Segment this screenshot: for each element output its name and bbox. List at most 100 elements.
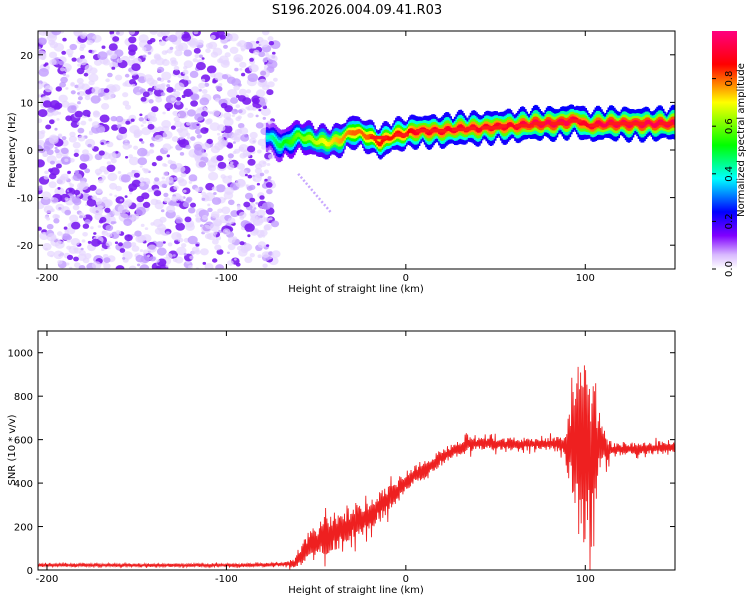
noise-blob [259,39,269,48]
noise-blob [162,111,166,115]
track-segment [366,134,369,140]
track-segment [509,122,513,127]
noise-blob [249,137,257,144]
noise-blob [173,116,180,123]
track-segment [280,143,283,148]
track-segment [336,137,339,143]
noise-blob [190,100,199,107]
x-tick-label: 100 [576,574,595,585]
noise-blob [213,231,218,235]
noise-blob [63,176,69,181]
track-segment [484,123,487,128]
noise-blob [51,31,62,36]
track-segment [563,120,566,125]
track-segment [311,138,315,143]
noise-blob [66,235,72,241]
noise-blob [140,255,150,263]
noise-blob [54,187,65,196]
noise-blob [246,89,252,94]
track-segment [441,130,444,136]
noise-blob [79,55,85,60]
noise-blob [270,220,280,228]
spectrogram-plot-area [38,31,675,269]
noise-blob [60,67,65,72]
x-tick-label: -200 [36,273,59,284]
noise-blob [183,189,187,193]
noise-blob [100,142,105,145]
noise-blob [103,170,109,175]
noise-blob [217,161,227,169]
track-segment [458,124,461,130]
noise-blob [204,263,214,269]
noise-blob [169,146,173,149]
noise-blob [187,109,196,117]
noise-blob [255,163,263,170]
noise-blob [192,154,197,158]
noise-blob [122,257,126,260]
noise-blob [230,97,239,104]
noise-blob [201,215,208,220]
track-segment [653,123,656,128]
track-segment [504,125,507,131]
x-tick-label: -200 [36,574,59,585]
noise-blob [115,265,125,269]
noise-blob [38,68,49,77]
noise-blob [97,240,102,245]
noise-blob [66,254,74,260]
track-segment [459,124,463,130]
noise-blob [38,46,41,50]
noise-blob [268,217,273,221]
noise-blob [165,253,173,259]
y-tick-label: 200 [14,523,33,534]
noise-blob [147,51,152,55]
noise-blob [163,197,171,204]
noise-blob [91,238,101,247]
noise-blob [133,145,139,150]
noise-blob [70,120,80,128]
noise-blob [61,100,70,108]
noise-blob [266,188,273,195]
track-segment [324,140,328,146]
noise-blob [256,209,266,217]
noise-blob [261,145,267,150]
noise-blob [48,181,57,189]
track-segment [521,120,524,126]
noise-blob [122,241,132,249]
noise-blob [267,60,278,69]
noise-blob [80,120,87,126]
noise-blob [228,175,233,179]
noise-blob [262,116,266,120]
noise-blob [115,151,119,154]
noise-blob [38,226,42,231]
noise-blob [183,49,192,57]
noise-blob [218,55,229,64]
noise-blob [150,143,155,148]
noise-blob [106,141,114,148]
track-segment [354,130,358,136]
track-segment [360,130,363,135]
track-segment [323,139,326,145]
noise-blob [77,96,83,101]
noise-blob [47,250,55,257]
noise-blob [139,165,143,168]
track-segment [356,129,359,135]
noise-blob [240,245,244,248]
track-segment [320,137,323,143]
noise-blob [89,130,92,134]
noise-blob [159,137,164,141]
track-peak [624,121,644,126]
noise-blob [210,34,216,40]
noise-blob [186,121,191,126]
noise-blob [122,92,129,98]
noise-blob [154,177,160,182]
noise-blob [185,107,188,111]
track-segment [316,140,319,145]
noise-blob [58,94,68,103]
spectrogram-y-label: Frequency (Hz) [7,112,18,188]
colorbar-tick-label: 0.8 [724,71,735,87]
noise-blob [165,231,170,235]
noise-blob [195,159,206,169]
noise-blob [137,263,141,267]
track-segment [544,121,547,126]
noise-blob [42,152,48,157]
